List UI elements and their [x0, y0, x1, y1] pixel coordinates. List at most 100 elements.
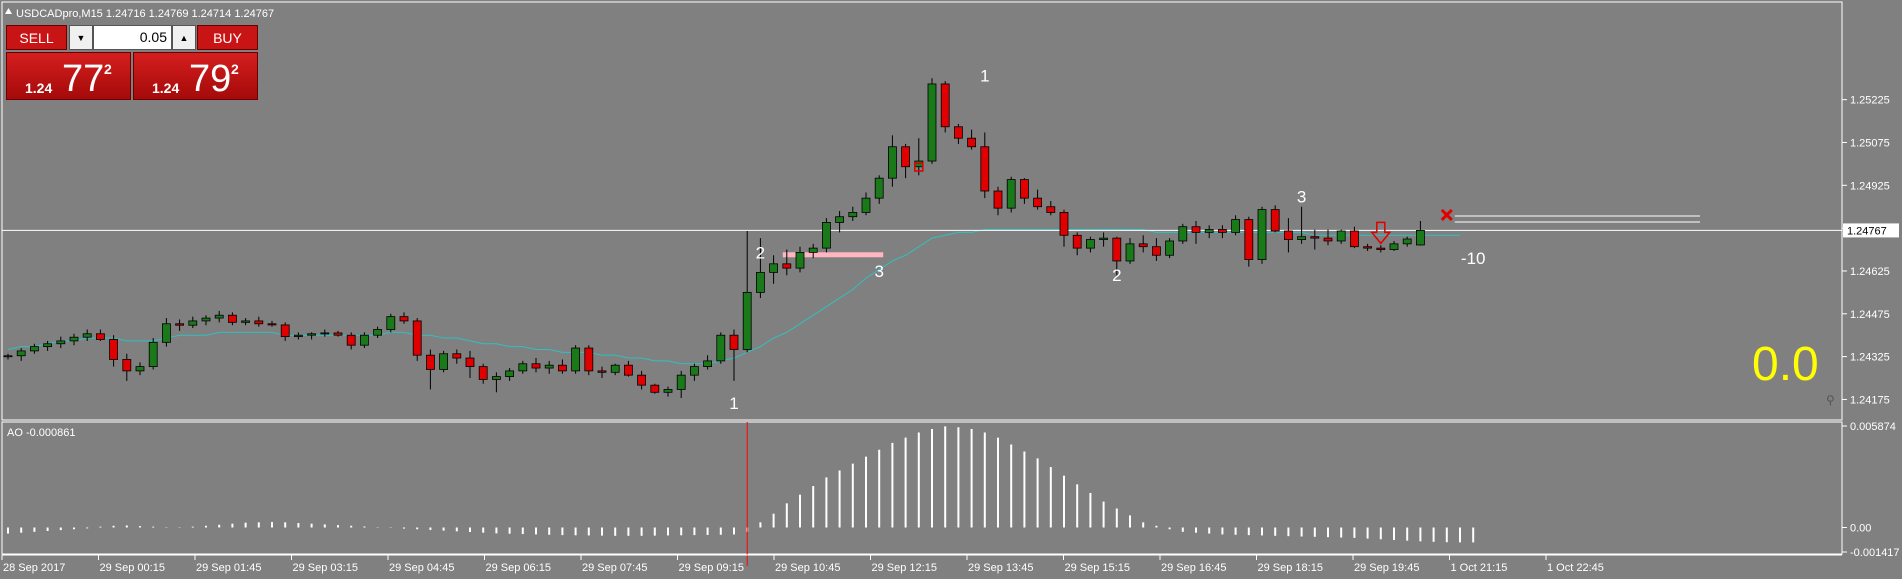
candles: [3, 78, 1425, 399]
candle-body: [491, 376, 501, 380]
lot-size-input[interactable]: 0.05: [93, 25, 172, 50]
candle-body: [359, 334, 369, 346]
wave-label: 2: [1112, 266, 1121, 285]
price-tick-label: 1.25075: [1850, 137, 1890, 149]
candle-body: [1072, 234, 1082, 249]
candle-body: [729, 334, 739, 350]
time-tick-label: 29 Sep 09:15: [679, 562, 744, 574]
candle-body: [597, 370, 607, 373]
indicator-pane[interactable]: [1, 421, 1843, 555]
price-tick-label: 1.25225: [1850, 95, 1890, 107]
price-tick-label: 1.24325: [1850, 352, 1890, 364]
candle-body: [1112, 237, 1122, 262]
candle-body: [1033, 197, 1042, 208]
candle-body: [544, 364, 554, 369]
indicator-axis: 0.005874 0.00 -0.001417: [1842, 421, 1900, 559]
time-tick-label: 29 Sep 06:15: [486, 562, 551, 574]
candle-body: [610, 364, 620, 373]
lot-increase-button[interactable]: ▲: [172, 25, 196, 50]
candle-body: [96, 333, 105, 340]
candle-body: [980, 146, 990, 192]
sell-button[interactable]: SELL: [6, 25, 67, 50]
candle-body: [993, 190, 1003, 209]
candle-body: [1310, 236, 1320, 239]
bid-price-button[interactable]: 1.24 77 2: [6, 52, 131, 100]
ask-big: 1.24: [152, 80, 180, 96]
candle-body: [650, 384, 660, 393]
bid-pips: 77: [62, 58, 105, 100]
candle-body: [1376, 247, 1386, 250]
candle-body: [478, 366, 488, 380]
wave-label: 1: [729, 394, 738, 413]
candle-body: [1244, 219, 1254, 260]
candle-body: [1416, 230, 1425, 246]
candle-body: [808, 247, 818, 253]
time-tick-label: 29 Sep 00:15: [100, 562, 165, 574]
buy-button[interactable]: BUY: [197, 25, 258, 50]
indicator-title: AO -0.000861: [7, 427, 76, 439]
candle-body: [716, 334, 726, 362]
candle-body: [267, 323, 277, 326]
chart-shift-icon[interactable]: ⚲: [1826, 393, 1835, 407]
candle-body: [1284, 230, 1293, 240]
chart-header: USDCADpro,M15 1.24716 1.24769 1.24714 1.…: [16, 8, 274, 20]
header-triangle-icon[interactable]: [5, 8, 12, 14]
candle-body: [1178, 226, 1188, 242]
candle-body: [293, 334, 303, 338]
candle-body: [214, 314, 224, 319]
candle-body: [637, 374, 646, 386]
candle-body: [1046, 206, 1056, 213]
candle-body: [1191, 226, 1201, 233]
candle-body: [558, 364, 567, 372]
candle-body: [1389, 243, 1399, 250]
candle-body: [1257, 209, 1267, 260]
time-tick-label: 29 Sep 07:45: [582, 562, 647, 574]
candle-body: [914, 160, 924, 168]
pink-zone: [782, 252, 884, 258]
candle-body: [888, 146, 897, 179]
time-axis: 28 Sep 2017 29 Sep 00:15 29 Sep 01:45 29 Se…: [1, 554, 1842, 574]
price-pane[interactable]: [1, 1, 1843, 421]
current-price-label: 1.24767: [1847, 225, 1887, 237]
candle-body: [756, 271, 765, 293]
time-tick-label: 1 Oct 21:15: [1451, 562, 1508, 574]
ao-tick-label: -0.001417: [1850, 547, 1900, 559]
candle-body: [861, 197, 871, 213]
candle-body: [742, 291, 752, 350]
candle-body: [161, 323, 171, 343]
lot-decrease-button[interactable]: ▼: [69, 25, 93, 50]
price-axis: 1.252251.250751.249251.247751.246251.244…: [1842, 95, 1890, 406]
price-tick-label: 1.24475: [1850, 309, 1890, 321]
candle-body: [835, 216, 844, 223]
candle-body: [135, 366, 145, 372]
candle-body: [901, 146, 910, 168]
candle-body: [29, 346, 39, 352]
candle-body: [175, 323, 185, 326]
time-tick-label: 29 Sep 12:15: [872, 562, 937, 574]
candle-body: [848, 212, 858, 218]
price-tick-label: 1.24925: [1850, 180, 1890, 192]
candle-body: [954, 126, 963, 139]
ao-tick-label: 0.005874: [1850, 421, 1896, 433]
candle-body: [452, 353, 462, 359]
time-tick-label: 29 Sep 18:15: [1258, 562, 1323, 574]
ask-price-button[interactable]: 1.24 79 2: [133, 52, 258, 100]
candle-body: [201, 317, 211, 322]
candle-body: [940, 83, 950, 128]
candle-body: [1297, 236, 1306, 240]
candle-body: [822, 222, 831, 249]
candle-body: [227, 314, 237, 323]
bid-big: 1.24: [25, 80, 53, 96]
candle-body: [769, 263, 778, 273]
time-tick-label: 29 Sep 01:45: [196, 562, 261, 574]
wave-label: 3: [1297, 188, 1306, 207]
candle-body: [82, 333, 92, 338]
candle-body: [584, 347, 594, 372]
candle-body: [333, 332, 343, 336]
time-tick-label: 29 Sep 04:45: [389, 562, 454, 574]
candle-body: [874, 177, 884, 199]
ask-frac: 2: [231, 61, 239, 77]
candle-body: [1059, 212, 1069, 236]
candle-body: [1336, 230, 1346, 242]
